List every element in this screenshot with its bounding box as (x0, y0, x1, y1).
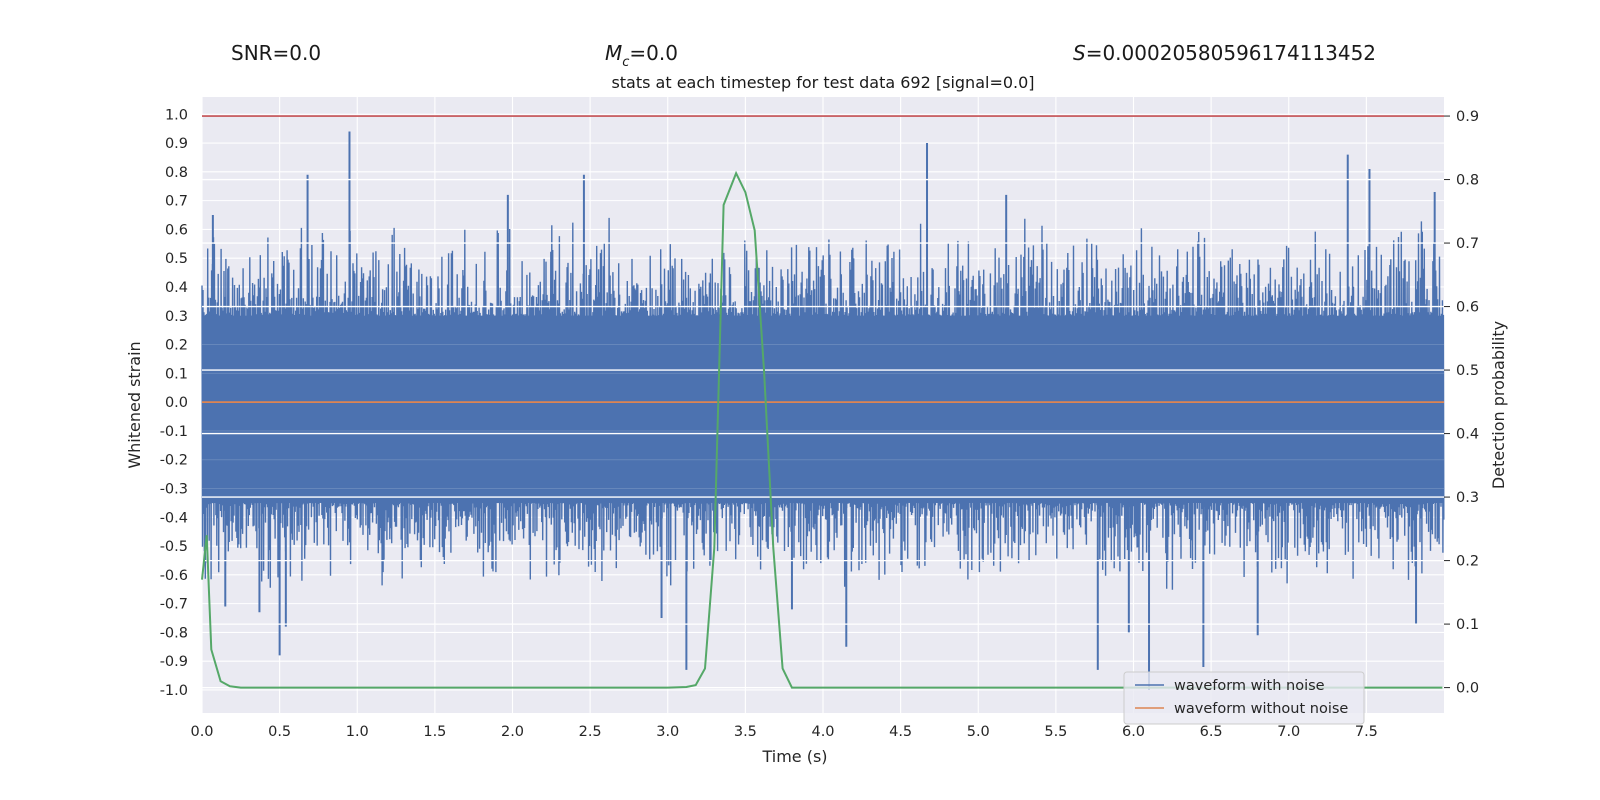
x-tick-label: 3.0 (656, 724, 679, 740)
y-tick-label: 0.1 (165, 366, 188, 382)
y2-axis-label: Detection probability (1489, 321, 1508, 489)
x-tick-label: 0.0 (190, 724, 213, 740)
y-tick-label: 0.6 (165, 222, 188, 238)
x-tick-label: 1.0 (346, 724, 369, 740)
x-tick-label: 5.5 (1044, 724, 1067, 740)
y2-tick-label: 0.3 (1456, 490, 1479, 506)
s-stat-symbol: S (1073, 41, 1086, 65)
y2-tick-label: 0.4 (1456, 427, 1479, 443)
y-tick-label: 0.8 (165, 165, 188, 181)
y2-tick-labels: 0.9 0.8 0.7 0.6 0.5 0.4 0.3 0.2 0.1 0.0 (1444, 109, 1479, 697)
y-tick-label: 0.7 (165, 194, 188, 210)
y2-tick-label: 0.2 (1456, 554, 1479, 570)
y-tick-label: -0.7 (160, 597, 188, 613)
x-tick-labels: 0.0 0.5 1.0 1.5 2.0 2.5 3.0 3.5 4.0 4.5 5.0 5.5 6.0 6… (190, 724, 1377, 740)
y-axis-label: Whitened strain (125, 341, 144, 468)
y-tick-label: -0.6 (160, 568, 188, 584)
x-tick-label: 4.0 (811, 724, 834, 740)
x-tick-label: 7.5 (1355, 724, 1378, 740)
legend-label-noise: waveform with noise (1174, 678, 1325, 694)
y2-tick-label: 0.1 (1456, 617, 1479, 633)
y-tick-label: -0.8 (160, 625, 188, 641)
y-tick-label: -0.2 (160, 453, 188, 469)
y-tick-label: 0.4 (165, 280, 188, 296)
y-tick-label: -0.9 (160, 654, 188, 670)
y2-tick-label: 0.8 (1456, 173, 1479, 189)
s-stat-value: =0.00020580596174113452 (1086, 41, 1376, 65)
x-tick-label: 7.0 (1277, 724, 1300, 740)
y2-tick-label: 0.7 (1456, 236, 1479, 252)
legend-box (1123, 671, 1365, 725)
snr-label: SNR=0.0 (231, 41, 321, 65)
y-tick-label: 0.3 (165, 309, 188, 325)
y-tick-label: -0.1 (160, 424, 188, 440)
x-tick-label: 3.5 (734, 724, 757, 740)
y-tick-label: -0.3 (160, 481, 188, 497)
x-tick-label: 6.0 (1122, 724, 1145, 740)
x-tick-label: 6.5 (1200, 724, 1223, 740)
x-tick-label: 4.5 (889, 724, 912, 740)
chirp-mass-subscript: c (622, 55, 629, 70)
x-tick-label: 1.5 (423, 724, 446, 740)
y-tick-label: 0.5 (165, 251, 188, 267)
legend: waveform with noise waveform without noi… (1123, 671, 1365, 725)
s-stat-label: S=0.00020580596174113452 (1073, 41, 1376, 65)
chirp-mass-symbol: M (605, 41, 622, 65)
x-tick-label: 0.5 (268, 724, 291, 740)
y-tick-labels: 1.0 0.9 0.8 0.7 0.6 0.5 0.4 0.3 0.2 0.1 0.0 -0.1 -0.… (160, 107, 188, 699)
chirp-mass-label: Mc=0.0 (605, 41, 678, 70)
x-tick-label: 2.5 (579, 724, 602, 740)
x-tick-label: 5.0 (967, 724, 990, 740)
y-tick-label: -0.5 (160, 539, 188, 555)
y-tick-label: -0.4 (160, 510, 188, 526)
y2-tick-label: 0.5 (1456, 363, 1479, 379)
series-layer (201, 115, 1445, 690)
y-tick-label: 0.9 (165, 136, 188, 152)
y-tick-label: 0.0 (165, 395, 188, 411)
x-tick-label: 2.0 (501, 724, 524, 740)
y-tick-label: 1.0 (165, 107, 188, 123)
y-tick-label: -1.0 (160, 683, 188, 699)
x-axis-label: Time (s) (761, 747, 827, 766)
chart-title: stats at each timestep for test data 692… (611, 73, 1034, 92)
legend-label-clean: waveform without noise (1174, 701, 1348, 717)
y-tick-label: 0.2 (165, 338, 188, 354)
detection-probability-line (201, 170, 1443, 689)
y2-tick-label: 0.6 (1456, 300, 1479, 316)
chirp-mass-value: =0.0 (629, 41, 678, 65)
noise-waveform-body (202, 315, 1441, 503)
y2-tick-label: 0.9 (1456, 109, 1479, 125)
y2-tick-label: 0.0 (1456, 681, 1479, 697)
